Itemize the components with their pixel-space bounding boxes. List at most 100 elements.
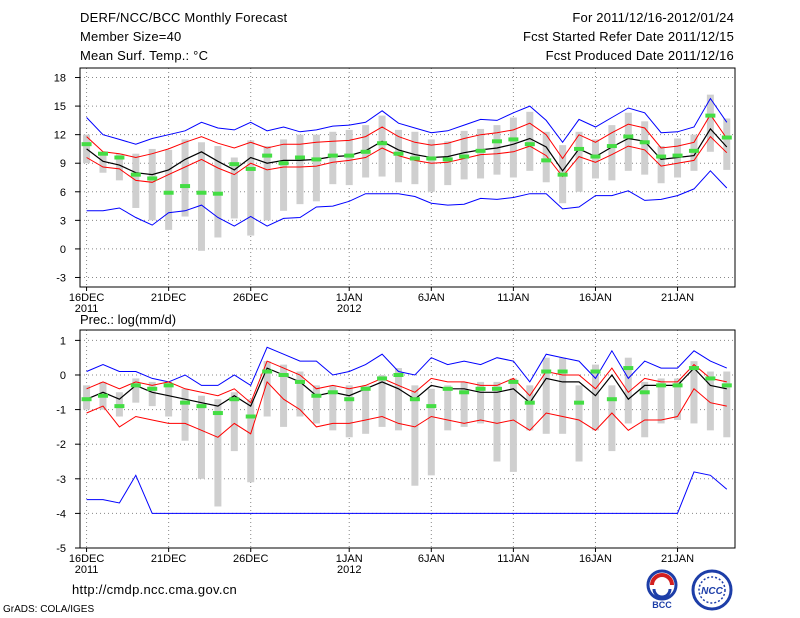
median-marker xyxy=(623,134,634,139)
spread-box xyxy=(296,371,304,417)
spread-box xyxy=(460,381,468,427)
median-marker xyxy=(81,142,92,147)
spread-box xyxy=(197,142,205,251)
median-marker xyxy=(114,155,125,160)
median-marker xyxy=(491,139,502,144)
x-tick-label: 16DEC xyxy=(69,292,105,304)
median-marker xyxy=(409,397,420,402)
spread-box xyxy=(132,378,140,403)
x-tick-label: 1JAN xyxy=(336,553,363,565)
spread-box xyxy=(214,399,222,507)
median-marker xyxy=(147,176,158,181)
median-marker xyxy=(705,376,716,381)
median-marker xyxy=(426,156,437,161)
median-marker xyxy=(163,383,174,388)
median-marker xyxy=(409,156,420,161)
median-marker xyxy=(639,140,650,145)
spread-box xyxy=(165,149,173,230)
y-tick-label: 3 xyxy=(60,215,66,227)
x-tick-year-label: 2011 xyxy=(75,564,99,576)
x-tick-label: 26DEC xyxy=(233,292,269,304)
spread-box xyxy=(378,374,386,427)
median-marker xyxy=(639,390,650,395)
median-marker xyxy=(114,404,125,409)
median-marker xyxy=(442,386,453,391)
median-marker xyxy=(229,397,240,402)
spread-box xyxy=(99,153,107,173)
source-url[interactable]: http://cmdp.ncc.cma.gov.cn xyxy=(72,582,238,597)
median-marker xyxy=(278,372,289,377)
bcc-logo: BCC xyxy=(646,569,678,610)
median-marker xyxy=(475,386,486,391)
spread-box xyxy=(493,125,501,175)
spread-box xyxy=(575,131,583,192)
spread-box xyxy=(690,361,698,424)
spread-box xyxy=(329,385,337,431)
median-marker xyxy=(311,393,322,398)
plot-frame xyxy=(79,329,736,549)
median-marker xyxy=(557,369,568,374)
spread-box xyxy=(263,146,271,221)
y-tick-label: 1 xyxy=(60,335,66,347)
spread-box xyxy=(641,121,649,175)
median-marker xyxy=(672,383,683,388)
forecast-start-date: Fcst Started Refer Date 2011/12/15 xyxy=(522,29,734,44)
x-tick-label: 16DEC xyxy=(69,553,105,565)
median-marker xyxy=(344,153,355,158)
y-tick-label: -5 xyxy=(56,543,66,555)
spread-box xyxy=(624,357,632,424)
spread-box xyxy=(591,364,599,431)
y-tick-label: -3 xyxy=(56,272,66,284)
spread-box xyxy=(559,357,567,434)
plot-frame xyxy=(79,67,736,288)
x-tick-label: 16JAN xyxy=(579,553,612,565)
y-tick-label: 0 xyxy=(60,370,66,382)
median-marker xyxy=(229,162,240,167)
spread-box xyxy=(312,134,320,202)
y-tick-label: 9 xyxy=(60,158,66,170)
median-marker xyxy=(524,142,535,147)
median-marker xyxy=(656,383,667,388)
y-tick-label: 15 xyxy=(54,101,66,113)
median-marker xyxy=(688,366,699,371)
spread-box xyxy=(509,117,517,178)
spread-box xyxy=(165,381,173,417)
spread-box xyxy=(444,385,452,431)
median-marker xyxy=(327,390,338,395)
spread-box xyxy=(608,125,616,181)
y-tick-label: -4 xyxy=(56,508,66,520)
median-marker xyxy=(81,397,92,402)
spread-box xyxy=(296,134,304,205)
spread-box xyxy=(542,131,550,183)
x-tick-label: 16JAN xyxy=(579,292,612,304)
spread-box xyxy=(706,94,714,152)
median-marker xyxy=(344,397,355,402)
x-tick-label: 21DEC xyxy=(151,553,187,565)
spread-box xyxy=(526,111,534,171)
median-marker xyxy=(459,390,470,395)
spread-box xyxy=(674,378,682,420)
x-tick-year-label: 2012 xyxy=(337,564,361,576)
median-marker xyxy=(656,154,667,159)
y-tick-label: 12 xyxy=(54,130,66,142)
median-marker xyxy=(442,157,453,162)
series-max-line xyxy=(86,97,728,145)
median-marker xyxy=(393,372,404,377)
spread-box xyxy=(427,388,435,476)
spread-box xyxy=(280,139,288,211)
y-tick-label: 6 xyxy=(60,187,66,199)
median-marker xyxy=(508,137,519,142)
median-marker xyxy=(180,400,191,405)
chart-title: DERF/NCC/BCC Monthly Forecast xyxy=(80,10,288,25)
median-marker xyxy=(294,379,305,384)
forecast-period: For 2011/12/16-2012/01/24 xyxy=(572,10,734,25)
spread-box xyxy=(723,118,731,170)
median-marker xyxy=(475,148,486,153)
spread-box xyxy=(312,385,320,424)
median-marker xyxy=(245,414,256,419)
x-tick-label: 11JAN xyxy=(497,553,529,565)
precipitation-panel-title: Prec.: log(mm/d) xyxy=(80,312,176,327)
spread-box xyxy=(394,368,402,431)
